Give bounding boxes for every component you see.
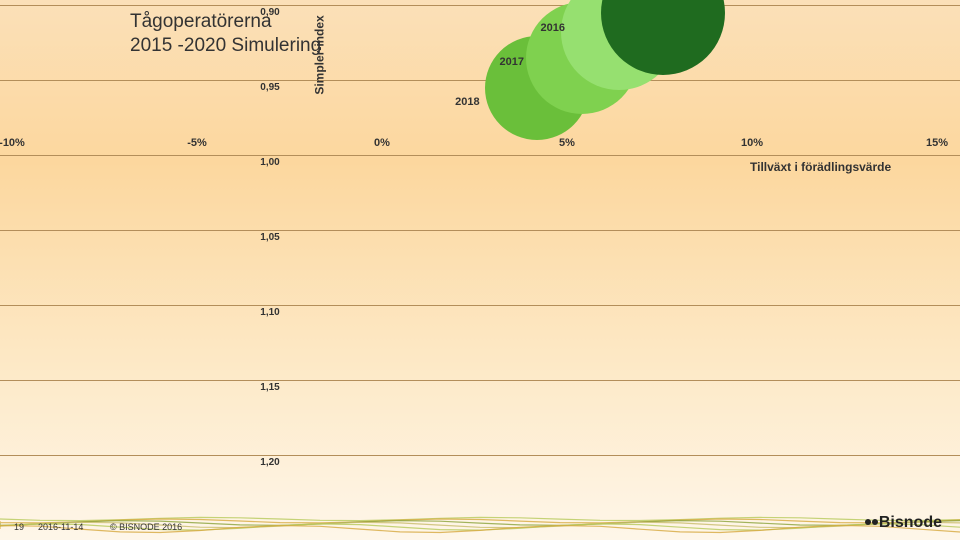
bubble-label-2018: 2018: [455, 96, 479, 108]
logo-dot-icon: [865, 519, 871, 525]
logo-text: Bisnode: [879, 514, 942, 531]
y-tick-label: 0,95: [260, 82, 279, 93]
chart-title: Tågoperatörerna 2015 -2020 Simulering: [130, 10, 330, 58]
x-tick-label: -10%: [0, 137, 25, 149]
gridline: [0, 455, 960, 456]
gridline: [0, 5, 960, 6]
x-tick-label: -5%: [187, 137, 207, 149]
x-axis-label: Tillväxt i förädlingsvärde: [750, 160, 891, 174]
page-number: 19: [14, 522, 24, 532]
gridline: [0, 305, 960, 306]
bubble-label-2016: 2016: [541, 22, 565, 34]
footer-date: 2016-11-14: [38, 522, 83, 532]
x-tick-label: 10%: [741, 137, 763, 149]
x-tick-label: 5%: [559, 137, 575, 149]
y-tick-label: 1,20: [260, 457, 279, 468]
y-tick-label: 1,15: [260, 382, 279, 393]
gridline: [0, 155, 960, 156]
footer: 19 2016-11-14 © BISNODE 2016 Bisnode: [0, 510, 960, 540]
gridline: [0, 80, 960, 81]
bubble-chart: 0,900,951,001,051,101,151,20 -10%-5%0%5%…: [0, 0, 960, 480]
y-tick-label: 1,00: [260, 157, 279, 168]
x-tick-label: 0%: [374, 137, 390, 149]
logo-dot-icon: [872, 519, 878, 525]
bisnode-logo: Bisnode: [865, 514, 942, 532]
slide: 0,900,951,001,051,101,151,20 -10%-5%0%5%…: [0, 0, 960, 540]
chart-title-line2: 2015 -2020 Simulering: [130, 35, 321, 56]
chart-title-line1: Tågoperatörerna: [130, 11, 272, 32]
gridline: [0, 230, 960, 231]
y-tick-label: 1,10: [260, 307, 279, 318]
bubble-label-2017: 2017: [500, 56, 524, 68]
x-tick-label: 15%: [926, 137, 948, 149]
gridline: [0, 380, 960, 381]
footer-copyright: © BISNODE 2016: [110, 522, 182, 532]
y-tick-label: 1,05: [260, 232, 279, 243]
